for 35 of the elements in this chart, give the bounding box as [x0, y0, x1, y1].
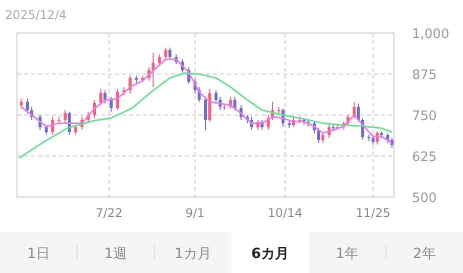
text: 2年 — [412, 246, 436, 262]
chart-title: 2025/12/4 — [5, 8, 67, 22]
candlestick — [99, 88, 102, 106]
y-tick-label: 875 — [412, 68, 437, 83]
candlestick — [164, 47, 168, 60]
candlestick — [103, 90, 106, 104]
candlestick — [204, 96, 207, 131]
candlestick — [233, 96, 236, 111]
x-tick-label: 9/1 — [185, 206, 205, 220]
candlestick — [158, 54, 161, 66]
candlestick — [110, 96, 113, 112]
candlestick — [214, 90, 218, 102]
x-tick-label: 11/25 — [356, 206, 390, 220]
y-tick-label: 750 — [412, 109, 437, 124]
candlestick — [152, 52, 155, 88]
candlestick — [20, 98, 23, 109]
candlestick — [26, 98, 29, 114]
candlestick — [64, 110, 67, 124]
line-series — [20, 58, 393, 144]
candlestick — [321, 132, 324, 144]
x-tick-label: 7/22 — [96, 206, 123, 220]
x-tick-label: 10/14 — [268, 206, 302, 220]
text: 1週 — [104, 246, 128, 262]
text: 1日 — [27, 246, 50, 262]
text: 1カ月 — [174, 246, 212, 262]
y-tick-label: 500 — [412, 191, 437, 206]
candlestick — [317, 128, 320, 144]
candlestick — [356, 103, 360, 122]
text: 6カ月 — [251, 246, 289, 262]
y-tick-label: 625 — [412, 150, 437, 165]
line-series — [18, 72, 393, 159]
y-tick-label: 1,000 — [412, 27, 450, 42]
candlestick — [168, 47, 172, 60]
text: 1年 — [336, 246, 359, 262]
candlestick — [44, 124, 48, 136]
